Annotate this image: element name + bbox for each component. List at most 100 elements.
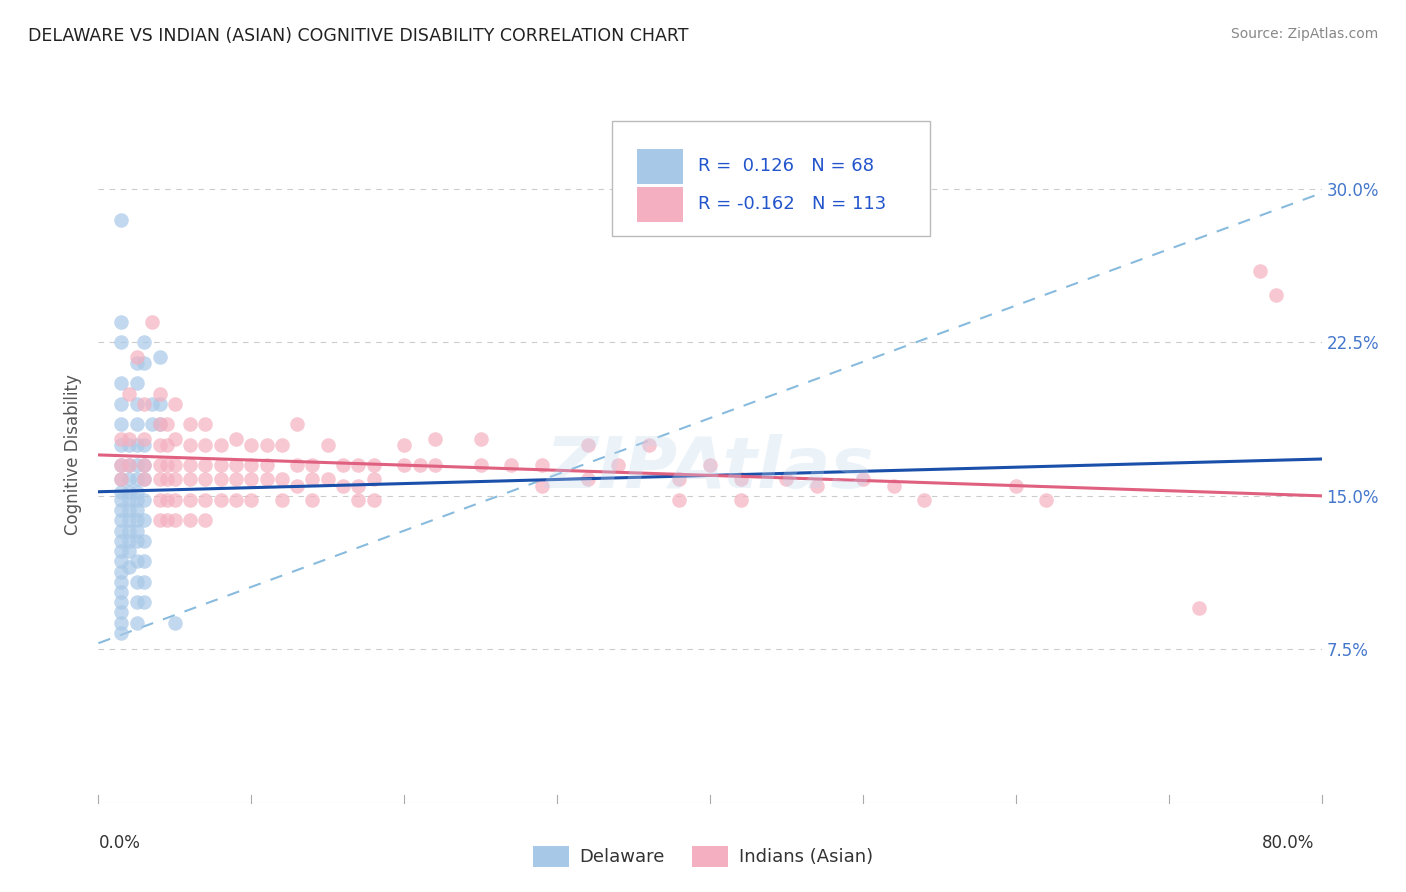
- Point: [270, 438, 292, 452]
- Point: [125, 513, 148, 527]
- Point: [225, 473, 247, 487]
- Point: [179, 473, 201, 487]
- Point: [110, 544, 132, 558]
- Legend: Delaware, Indians (Asian): Delaware, Indians (Asian): [526, 838, 880, 874]
- Point: [118, 386, 141, 401]
- Point: [156, 438, 179, 452]
- Point: [134, 397, 156, 411]
- Point: [149, 417, 172, 432]
- Point: [1004, 478, 1026, 492]
- Point: [240, 438, 263, 452]
- Point: [110, 335, 132, 350]
- Point: [141, 397, 163, 411]
- Point: [156, 417, 179, 432]
- Point: [883, 478, 905, 492]
- Point: [392, 438, 416, 452]
- Text: ZIPAtlas: ZIPAtlas: [546, 434, 875, 503]
- Point: [156, 513, 179, 527]
- Point: [806, 478, 828, 492]
- Point: [363, 492, 385, 507]
- Point: [110, 606, 132, 620]
- Point: [1188, 601, 1211, 615]
- Point: [149, 438, 172, 452]
- Point: [576, 473, 599, 487]
- Point: [134, 492, 156, 507]
- Point: [125, 458, 148, 472]
- Point: [134, 458, 156, 472]
- Point: [156, 473, 179, 487]
- Point: [118, 438, 141, 452]
- Point: [316, 473, 339, 487]
- Point: [110, 492, 132, 507]
- Point: [1264, 288, 1286, 302]
- Point: [118, 544, 141, 558]
- Point: [134, 533, 156, 548]
- Point: [141, 417, 163, 432]
- Point: [125, 554, 148, 568]
- Point: [209, 438, 232, 452]
- Text: DELAWARE VS INDIAN (ASIAN) COGNITIVE DISABILITY CORRELATION CHART: DELAWARE VS INDIAN (ASIAN) COGNITIVE DIS…: [28, 27, 689, 45]
- Point: [775, 473, 797, 487]
- Point: [852, 473, 875, 487]
- Point: [347, 478, 370, 492]
- Point: [118, 524, 141, 538]
- Point: [149, 473, 172, 487]
- Point: [110, 458, 132, 472]
- Point: [110, 376, 132, 391]
- Point: [163, 432, 186, 446]
- Point: [194, 417, 217, 432]
- Point: [209, 458, 232, 472]
- Point: [179, 492, 201, 507]
- Point: [125, 356, 148, 370]
- Point: [110, 533, 132, 548]
- Point: [163, 473, 186, 487]
- Point: [163, 513, 186, 527]
- Point: [134, 432, 156, 446]
- Point: [118, 503, 141, 517]
- Point: [118, 458, 141, 472]
- Point: [209, 492, 232, 507]
- Point: [149, 397, 172, 411]
- Point: [149, 350, 172, 364]
- Point: [134, 473, 156, 487]
- Point: [576, 438, 599, 452]
- Point: [110, 585, 132, 599]
- Point: [125, 595, 148, 609]
- Point: [141, 315, 163, 329]
- Point: [110, 565, 132, 579]
- Point: [163, 492, 186, 507]
- Point: [363, 473, 385, 487]
- Point: [194, 438, 217, 452]
- Point: [163, 458, 186, 472]
- Point: [163, 615, 186, 630]
- Point: [118, 513, 141, 527]
- Point: [699, 458, 721, 472]
- Point: [110, 524, 132, 538]
- Point: [179, 417, 201, 432]
- Point: [240, 458, 263, 472]
- Point: [110, 595, 132, 609]
- Point: [285, 417, 308, 432]
- Point: [363, 458, 385, 472]
- Point: [194, 473, 217, 487]
- Point: [423, 432, 446, 446]
- Point: [179, 458, 201, 472]
- Point: [256, 473, 278, 487]
- Point: [134, 595, 156, 609]
- Point: [125, 615, 148, 630]
- Point: [149, 386, 172, 401]
- Point: [125, 397, 148, 411]
- Point: [118, 432, 141, 446]
- Point: [125, 533, 148, 548]
- FancyBboxPatch shape: [612, 121, 931, 235]
- Point: [149, 458, 172, 472]
- Point: [392, 458, 416, 472]
- Point: [110, 503, 132, 517]
- Point: [470, 458, 492, 472]
- Point: [530, 478, 553, 492]
- Point: [118, 492, 141, 507]
- Point: [730, 473, 752, 487]
- Point: [134, 473, 156, 487]
- Point: [118, 458, 141, 472]
- Point: [637, 438, 661, 452]
